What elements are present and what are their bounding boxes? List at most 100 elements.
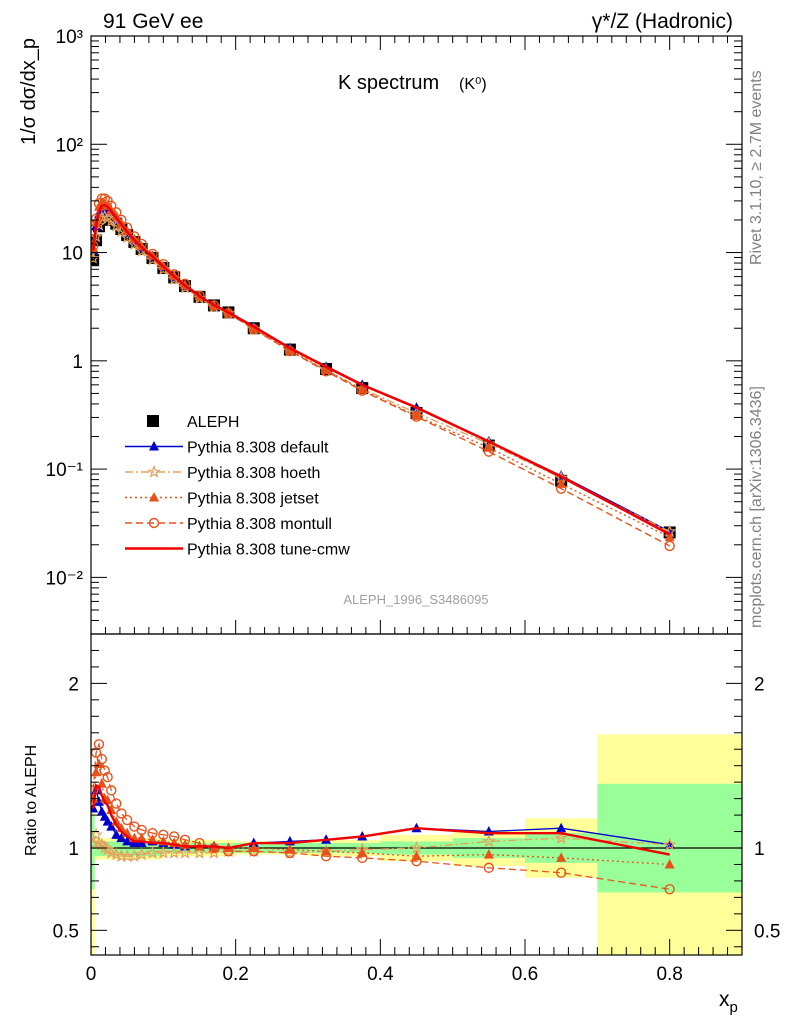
legend-label: ALEPH — [187, 414, 239, 431]
ratio-panel-frame — [90, 633, 743, 956]
x-tick-label: 0.8 — [656, 964, 682, 985]
ratio-series-pythia-8-308-hoeth — [91, 827, 677, 863]
ratio-line — [92, 832, 670, 857]
ratio-marker — [248, 846, 259, 857]
ratio-marker — [111, 829, 122, 839]
ratio-marker — [147, 834, 158, 844]
x-tick-label: 0 — [86, 964, 97, 985]
x-tick-label: 0.6 — [512, 964, 538, 985]
ratio-line — [92, 741, 670, 890]
ratio-marker — [93, 796, 104, 806]
main-y-axis-label: 1/σ dσ/dx_p — [18, 38, 40, 145]
ratio-marker — [481, 834, 496, 848]
series-marker — [208, 300, 220, 311]
ratio-marker — [145, 845, 160, 859]
ratio-marker — [483, 849, 494, 859]
ratio-marker — [556, 822, 567, 833]
series-marker — [91, 229, 103, 243]
ratio-marker — [116, 832, 127, 843]
x-axis-label: xp — [719, 988, 738, 1016]
ratio-marker — [147, 827, 158, 839]
main-title: K spectrum — [338, 72, 439, 94]
ratio-line — [92, 783, 670, 856]
ratio-marker — [409, 840, 424, 854]
legend-label: Pythia 8.308 default — [187, 440, 329, 457]
legend-item: Pythia 8.308 hoeth — [125, 464, 320, 482]
legend-item: Pythia 8.308 tune-cmw — [125, 542, 350, 559]
y-tick-label: 10⁻¹ — [46, 460, 84, 481]
ratio-y-tick-label-left: 2 — [68, 674, 79, 695]
ratio-marker — [158, 829, 169, 841]
series-marker — [555, 483, 567, 494]
ratio-marker — [121, 814, 133, 826]
ratio-marker — [106, 804, 117, 815]
ratio-ticks: 0.5 0.5 1 1 2 2 0 0.2 0.4 0.6 0.8 — [53, 649, 780, 985]
header-right: γ*/Z (Hadronic) — [592, 10, 733, 33]
ratio-marker — [320, 851, 332, 862]
legend-item: Pythia 8.308 jetset — [125, 491, 319, 508]
legend-label: Pythia 8.308 jetset — [187, 491, 319, 508]
series-marker — [194, 290, 205, 301]
ratio-marker — [178, 845, 192, 859]
series-marker — [411, 411, 422, 422]
ratio-marker — [555, 867, 567, 878]
legend-label: Pythia 8.308 tune-cmw — [187, 542, 350, 559]
ratio-marker — [111, 798, 122, 809]
ratio-marker — [556, 852, 567, 862]
ratio-marker — [357, 852, 368, 864]
ratio-series-pythia-8-308-tune-cmw — [92, 783, 670, 856]
ratio-marker — [136, 832, 147, 843]
main-y-ticks: 10⁻² 10⁻¹ 1 10 10² 10³ — [46, 27, 742, 635]
ratio-y-axis-label: Ratio to ALEPH — [23, 745, 40, 856]
series-marker — [411, 410, 422, 420]
analysis-watermark: ALEPH_1996_S3486095 — [343, 592, 488, 607]
ratio-marker — [99, 765, 110, 776]
ratio-marker — [483, 862, 495, 873]
ratio-marker — [96, 753, 108, 765]
y-tick-label: 10 — [62, 244, 83, 265]
legend-marker — [148, 517, 160, 529]
side-rivet: Rivet 3.1.10, ≥ 2.7M events — [748, 70, 765, 265]
ratio-marker — [168, 831, 180, 842]
series-pythia-8-308-default — [91, 203, 675, 536]
uncertainty-band-inner — [91, 815, 95, 890]
ratio-marker — [662, 837, 677, 851]
ratio-marker — [284, 847, 296, 859]
legend: ALEPH Pythia 8.308 default Pythia 8.308 ho… — [125, 414, 350, 559]
ratio-marker — [411, 855, 422, 867]
series-marker — [179, 278, 191, 289]
legend-item: ALEPH — [147, 414, 239, 431]
ratio-marker — [96, 778, 107, 788]
legend-item: Pythia 8.308 montull — [125, 516, 332, 533]
ratio-marker — [94, 837, 109, 851]
ratio-y-tick-label-left: 0.5 — [53, 921, 79, 942]
main-title-sub: (K⁰) — [459, 76, 487, 93]
ratio-marker — [136, 824, 147, 836]
series-line — [92, 197, 671, 547]
ratio-marker — [167, 845, 182, 859]
ratio-y-tick-label-right: 1 — [754, 839, 765, 860]
y-tick-label: 10⁻² — [46, 568, 84, 589]
ratio-marker — [664, 858, 675, 869]
legend-marker — [147, 464, 161, 478]
ratio-marker — [91, 766, 102, 777]
ratio-marker — [134, 847, 149, 861]
ratio-marker — [102, 772, 113, 783]
series-marker — [99, 193, 110, 204]
ratio-marker — [106, 821, 117, 831]
y-tick-label: 10³ — [56, 27, 83, 48]
ratio-marker — [156, 845, 171, 859]
series-marker — [483, 446, 495, 457]
ratio-marker — [91, 827, 103, 841]
ratio-y-tick-label-right: 0.5 — [754, 921, 780, 942]
header-left: 91 GeV ee — [103, 10, 203, 33]
ratio-marker — [554, 830, 569, 845]
legend-label: Pythia 8.308 montull — [187, 516, 332, 533]
legend-item: Pythia 8.308 default — [125, 440, 329, 457]
series-marker — [168, 269, 180, 280]
ratio-marker — [664, 883, 675, 895]
legend-marker — [147, 415, 159, 427]
side-mcplots: mcplots.cern.ch [arXiv:1306.3436] — [748, 386, 765, 628]
series-marker — [223, 308, 234, 319]
